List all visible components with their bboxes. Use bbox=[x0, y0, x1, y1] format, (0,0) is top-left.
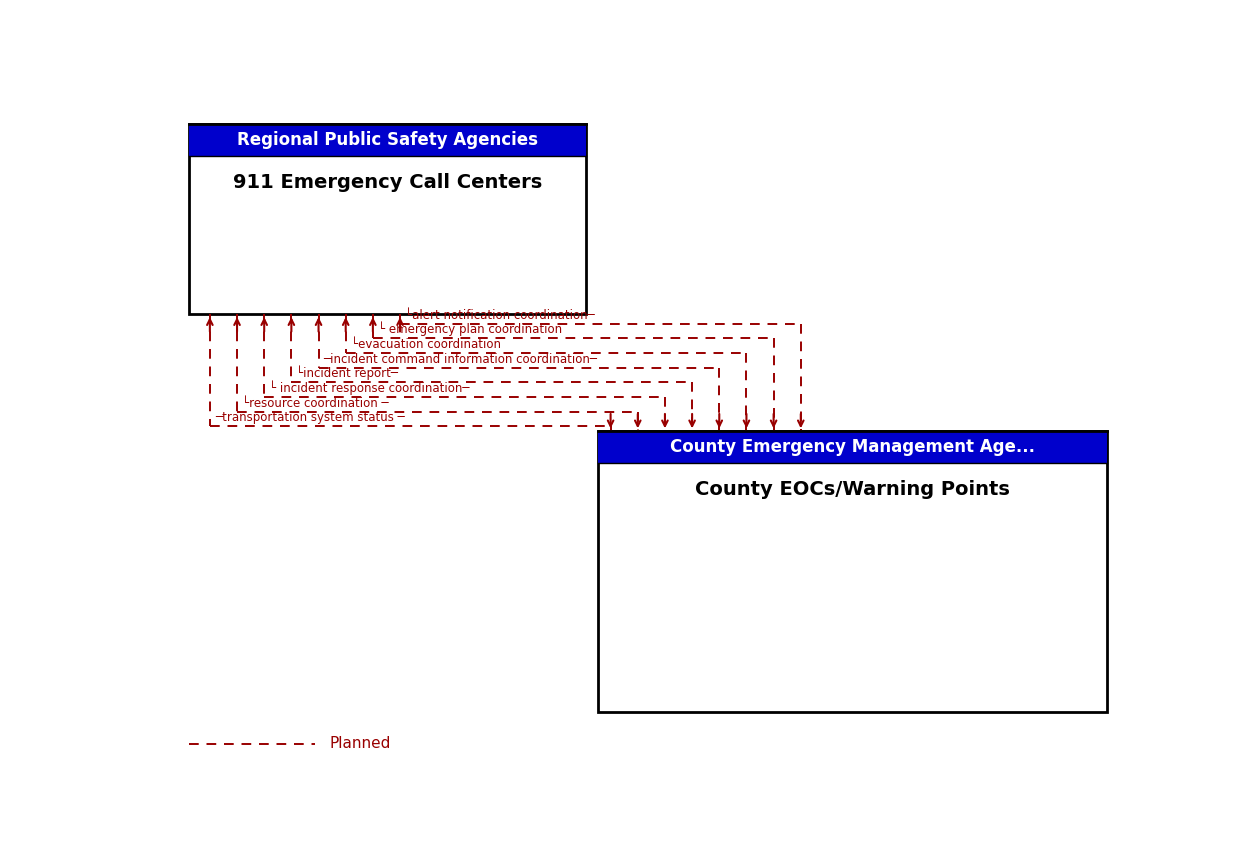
Bar bbox=[598, 431, 1107, 712]
Bar bbox=[598, 431, 1107, 463]
Text: └incident report─: └incident report─ bbox=[297, 366, 398, 381]
Text: └evacuation coordination: └evacuation coordination bbox=[351, 338, 505, 351]
Text: └resource coordination ─: └resource coordination ─ bbox=[242, 397, 388, 410]
Text: Regional Public Safety Agencies: Regional Public Safety Agencies bbox=[237, 131, 538, 149]
Text: 911 Emergency Call Centers: 911 Emergency Call Centers bbox=[233, 173, 542, 192]
Text: County EOCs/Warning Points: County EOCs/Warning Points bbox=[695, 480, 1010, 499]
Bar bbox=[189, 124, 586, 315]
Text: ─transportation system status ─: ─transportation system status ─ bbox=[215, 412, 404, 425]
Text: ─incident command information coordination─: ─incident command information coordinati… bbox=[323, 353, 597, 366]
Text: Planned: Planned bbox=[329, 736, 391, 751]
Bar bbox=[189, 124, 586, 156]
Text: └ emergency plan coordination: └ emergency plan coordination bbox=[378, 322, 566, 336]
Text: └alert notification coordination─: └alert notification coordination─ bbox=[404, 309, 595, 322]
Text: └ incident response coordination─: └ incident response coordination─ bbox=[269, 381, 470, 395]
Text: County Emergency Management Age...: County Emergency Management Age... bbox=[670, 438, 1035, 456]
